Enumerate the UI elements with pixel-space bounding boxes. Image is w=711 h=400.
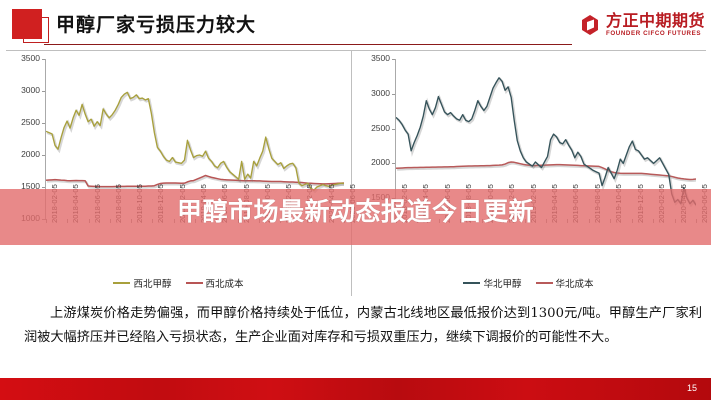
page-number: 15 — [686, 383, 697, 393]
y-tick-mark — [42, 123, 46, 124]
logo-name-cn: 方正中期期货 — [605, 10, 705, 30]
y-tick-label: 2000 — [371, 157, 390, 168]
overlay-banner-text: 甲醇市场最新动态报道今日更新 — [176, 197, 534, 226]
y-tick-mark — [42, 59, 46, 60]
legend-item: 华北成本 — [535, 276, 594, 290]
charts-region: 350030002500200015001000 2018-02-052018-… — [6, 50, 709, 296]
logo-name-en: FOUNDER CIFCO FUTURES — [605, 29, 702, 37]
header-divider — [44, 44, 572, 46]
y-tick-label: 3500 — [371, 53, 390, 63]
chart-panel-left: 350030002500200015001000 2018-02-052018-… — [6, 51, 357, 296]
chart-right-legend: 华北甲醇 华北成本 — [352, 276, 705, 290]
y-tick-mark — [392, 128, 396, 130]
legend-swatch — [535, 281, 553, 285]
y-tick-label: 2000 — [21, 149, 40, 159]
slide-header: 甲醇厂家亏损压力较大 方正中期期货 FOUNDER CIFCO FUTURES — [0, 0, 711, 50]
y-tick-label: 1500 — [21, 181, 40, 191]
y-tick-label: 3000 — [371, 87, 390, 98]
y-tick-mark — [42, 187, 46, 188]
overlay-banner — [0, 189, 711, 245]
y-tick-label: 3000 — [21, 85, 40, 95]
y-tick-mark — [42, 155, 46, 156]
page-title: 甲醇厂家亏损压力较大 — [56, 14, 257, 36]
y-axis-line — [395, 59, 396, 219]
header-accent-square — [12, 9, 42, 39]
legend-item: 西北成本 — [185, 276, 244, 290]
legend-label: 华北甲醇 — [483, 279, 522, 290]
company-logo: 方正中期期货 FOUNDER CIFCO FUTURES — [578, 8, 705, 42]
body-paragraph: 上游煤炭价格走势偏强，而甲醇价格持续处于低位，内蒙古北线地区最低报价达到1300… — [24, 306, 702, 345]
legend-item: 西北甲醇 — [113, 276, 172, 290]
y-tick-mark — [392, 59, 396, 60]
logo-hexagon-icon — [578, 13, 602, 37]
chart-left-legend: 西北甲醇 西北成本 — [6, 276, 351, 290]
slide-footer: 15 — [0, 378, 711, 400]
y-tick-mark — [392, 163, 396, 165]
legend-swatch — [185, 281, 203, 285]
logo-text-block: 方正中期期货 FOUNDER CIFCO FUTURES — [605, 10, 705, 37]
legend-label: 华北成本 — [555, 279, 594, 290]
y-axis-line — [45, 59, 46, 219]
legend-swatch — [113, 281, 131, 285]
legend-label: 西北成本 — [205, 279, 244, 290]
legend-swatch — [463, 281, 481, 285]
legend-label: 西北甲醇 — [133, 279, 172, 290]
y-tick-mark — [392, 93, 396, 95]
y-tick-label: 2500 — [21, 117, 40, 127]
legend-item: 华北甲醇 — [463, 276, 522, 290]
y-tick-label: 2500 — [371, 122, 390, 133]
y-tick-label: 3500 — [21, 53, 40, 63]
y-tick-mark — [42, 91, 46, 92]
